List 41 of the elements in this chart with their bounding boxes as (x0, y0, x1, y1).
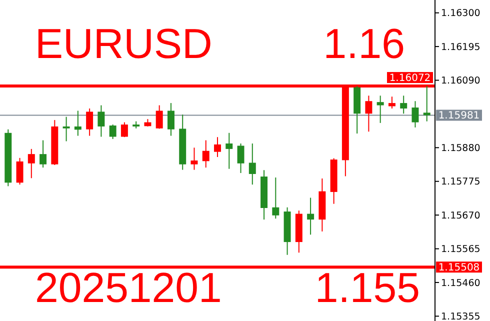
candlestick (307, 197, 314, 236)
y-tick-label: 1.15775 (441, 176, 480, 188)
candlestick (28, 148, 35, 179)
candlestick (109, 124, 116, 140)
annotation: 1.155 (314, 264, 420, 311)
candlestick (400, 95, 408, 114)
y-tick-label: 1.15460 (441, 278, 480, 289)
y-tick-label: 1.16090 (441, 76, 480, 87)
candlestick (237, 142, 244, 174)
annotation: 1.16 (323, 20, 405, 67)
candlestick (62, 116, 70, 142)
candlestick (272, 177, 280, 220)
candlestick (120, 122, 128, 138)
ref-line-label: 1.15508 (438, 262, 480, 274)
candlestick (190, 147, 198, 170)
candlestick (86, 108, 94, 136)
candlestick (412, 100, 419, 128)
candlestick (40, 140, 47, 168)
candlestick (202, 140, 210, 168)
y-tick-label: 1.16195 (441, 42, 480, 53)
candlestick (248, 142, 256, 186)
candlestick (16, 157, 24, 186)
y-tick-label: 1.15670 (441, 210, 480, 222)
candlestick (98, 104, 105, 138)
candlestick (365, 95, 372, 132)
y-tick-label: 1.16300 (441, 8, 480, 20)
ref-line-label: 1.16072 (389, 73, 431, 84)
candlestick (214, 136, 221, 158)
y-tick-label: 1.15565 (441, 244, 480, 256)
candlestick (376, 95, 384, 124)
ref-line-label: 1.15981 (438, 110, 480, 122)
annotation: EURUSD (35, 20, 212, 67)
candlestick (156, 104, 163, 130)
candlestick (388, 96, 396, 109)
y-tick-label: 1.15880 (441, 142, 480, 154)
y-tick-label: 1.15355 (441, 312, 480, 321)
candlestick (74, 110, 82, 136)
candlestick (167, 102, 174, 136)
candlestick (226, 132, 233, 170)
annotation: 20251201 (35, 264, 222, 311)
candlestick (423, 86, 430, 122)
